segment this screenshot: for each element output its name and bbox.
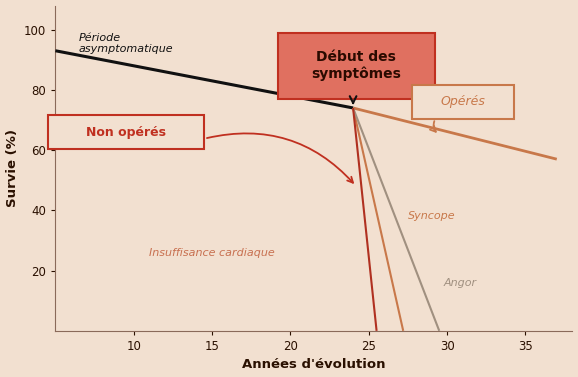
Text: Insuffisance cardiaque: Insuffisance cardiaque (149, 248, 275, 257)
Text: Angor: Angor (444, 278, 477, 288)
Text: Syncope: Syncope (408, 211, 455, 221)
FancyBboxPatch shape (47, 115, 204, 149)
Y-axis label: Survie (%): Survie (%) (6, 129, 18, 207)
Text: Début des
symptômes: Début des symptômes (312, 51, 401, 81)
Text: Période
asymptomatique: Période asymptomatique (79, 33, 173, 54)
FancyBboxPatch shape (278, 33, 435, 99)
Text: Opérés: Opérés (440, 95, 485, 109)
X-axis label: Années d'évolution: Années d'évolution (242, 359, 386, 371)
FancyBboxPatch shape (412, 85, 514, 118)
Text: Non opérés: Non opérés (86, 126, 166, 139)
